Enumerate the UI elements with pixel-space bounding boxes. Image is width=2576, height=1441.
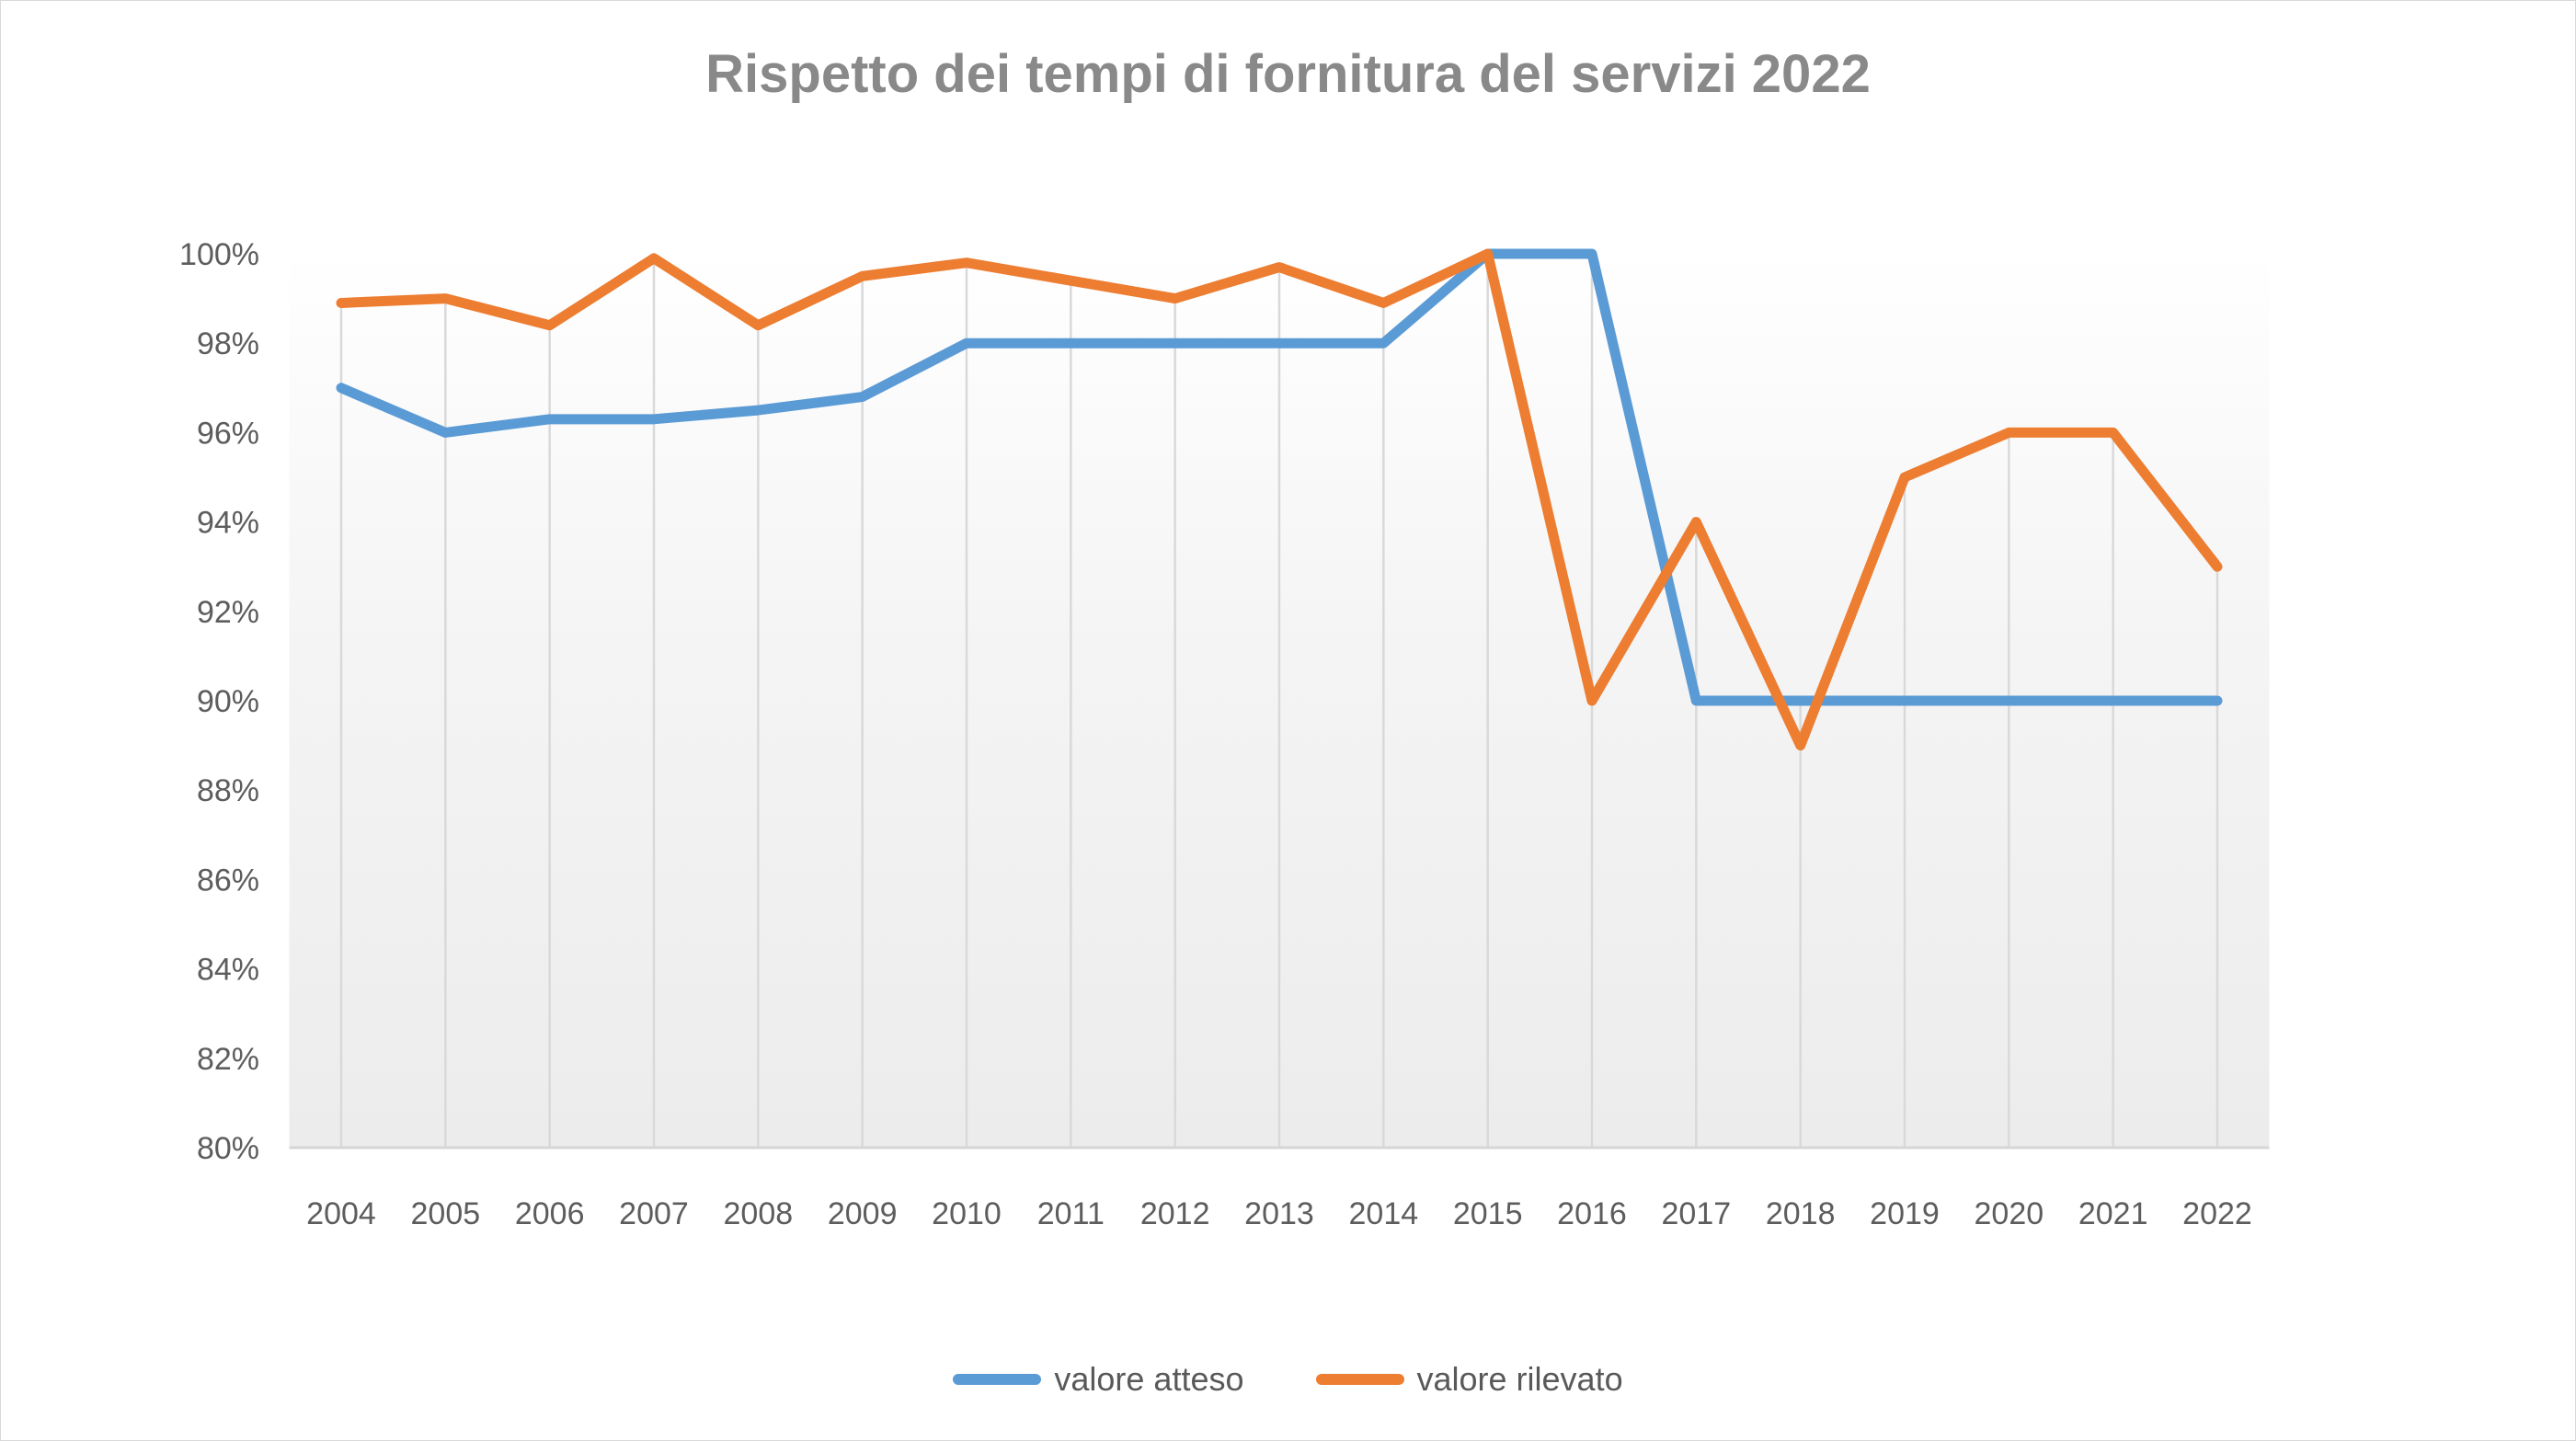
y-tick-label-94: 94% <box>197 506 259 541</box>
y-tick-label-96: 96% <box>197 416 259 451</box>
x-tick-label-2012: 2012 <box>1140 1196 1210 1231</box>
x-tick-label-2014: 2014 <box>1349 1196 1419 1231</box>
legend-item-valore-atteso: valore atteso <box>953 1360 1244 1399</box>
x-tick-label-2007: 2007 <box>619 1196 689 1231</box>
x-tick-label-2008: 2008 <box>724 1196 794 1231</box>
y-tick-label-98: 98% <box>197 326 259 361</box>
legend: valore atteso valore rilevato <box>1 1360 2575 1399</box>
series-line-valore-atteso <box>336 248 2223 706</box>
y-tick-label-90: 90% <box>197 684 259 719</box>
series-line-valore-rilevato <box>336 248 2223 751</box>
x-tick-label-2004: 2004 <box>306 1196 376 1231</box>
chart-title: Rispetto dei tempi di fornitura del serv… <box>705 44 1871 104</box>
x-tick-label-2009: 2009 <box>828 1196 898 1231</box>
x-tick-label-2005: 2005 <box>411 1196 481 1231</box>
x-tick-label-2010: 2010 <box>932 1196 1002 1231</box>
x-tick-label-2013: 2013 <box>1244 1196 1314 1231</box>
x-tick-label-2018: 2018 <box>1766 1196 1836 1231</box>
x-tick-label-2020: 2020 <box>1975 1196 2044 1231</box>
legend-label-atteso: valore atteso <box>1054 1360 1244 1398</box>
legend-line-swatch-atteso <box>953 1374 1042 1385</box>
y-tick-label-80: 80% <box>197 1131 259 1166</box>
x-tick-label-2019: 2019 <box>1870 1196 1940 1231</box>
x-tick-label-2017: 2017 <box>1662 1196 1732 1231</box>
y-tick-label-88: 88% <box>197 773 259 808</box>
x-tick-label-2015: 2015 <box>1453 1196 1523 1231</box>
legend-line-swatch-rilevato <box>1315 1374 1404 1385</box>
legend-label-rilevato: valore rilevato <box>1416 1360 1623 1398</box>
y-tick-label-86: 86% <box>197 863 259 898</box>
x-tick-label-2022: 2022 <box>2182 1196 2252 1231</box>
x-tick-label-2016: 2016 <box>1557 1196 1627 1231</box>
legend-item-valore-rilevato: valore rilevato <box>1315 1360 1623 1399</box>
y-tick-label-100: 100% <box>179 237 259 272</box>
y-tick-label-82: 82% <box>197 1042 259 1077</box>
x-tick-label-2006: 2006 <box>515 1196 585 1231</box>
y-tick-label-84: 84% <box>197 953 259 988</box>
x-tick-label-2021: 2021 <box>2078 1196 2148 1231</box>
x-tick-label-2011: 2011 <box>1037 1196 1105 1231</box>
y-tick-label-92: 92% <box>197 595 259 630</box>
